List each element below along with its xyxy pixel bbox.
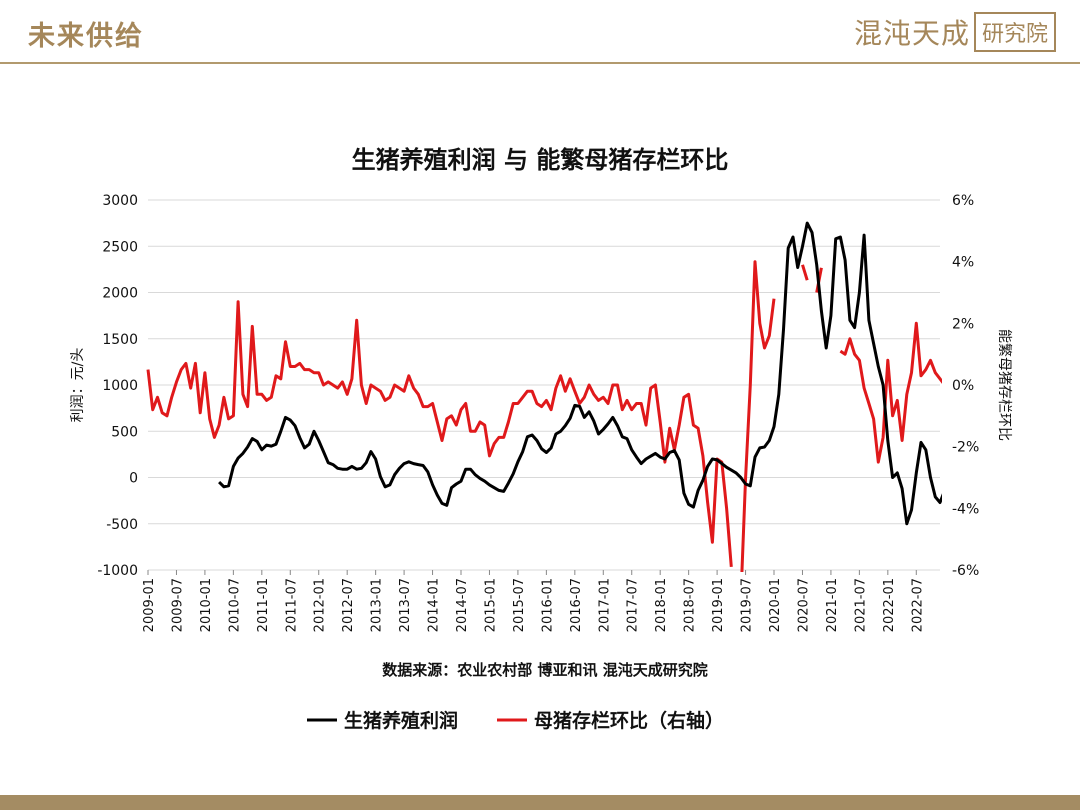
x-tick-label: 2021-07 bbox=[853, 578, 868, 632]
x-tick-label: 2022-07 bbox=[910, 578, 925, 632]
x-tick-label: 2015-07 bbox=[512, 578, 527, 632]
x-tick-label: 2019-07 bbox=[740, 578, 755, 632]
header: 未来供给 混沌天成 研究院 bbox=[0, 0, 1080, 64]
y-axis-right: 6% 4% 2% 0% -2% -4% -6% bbox=[952, 193, 979, 579]
x-tick-label: 2021-01 bbox=[825, 578, 840, 632]
x-tick-label: 2018-01 bbox=[654, 578, 669, 632]
y-left-tick-label: -1000 bbox=[97, 563, 138, 579]
y-left-tick-label: 2000 bbox=[102, 286, 138, 302]
y-left-tick-label: 1000 bbox=[102, 378, 138, 394]
y-right-tick-label: 4% bbox=[952, 255, 974, 271]
x-tick-label: 2019-01 bbox=[711, 578, 726, 632]
header-divider bbox=[0, 62, 1080, 64]
x-tick-label: 2010-07 bbox=[227, 578, 242, 632]
x-tick-label: 2009-07 bbox=[170, 578, 185, 632]
y-axis-right-label: 能繁母猪存栏环比 bbox=[996, 329, 1012, 441]
y-left-tick-label: 3000 bbox=[102, 193, 138, 209]
x-tick-label: 2018-07 bbox=[683, 578, 698, 632]
source-note: 数据来源：农业农村部 博亚和讯 混沌天成研究院 bbox=[382, 661, 707, 679]
x-tick-label: 2022-01 bbox=[882, 578, 897, 632]
x-tick-label: 2017-07 bbox=[626, 578, 641, 632]
y-right-tick-label: 6% bbox=[952, 193, 974, 209]
y-left-tick-label: 500 bbox=[111, 424, 138, 440]
gridlines bbox=[148, 199, 940, 571]
x-tick-label: 2013-01 bbox=[370, 578, 385, 632]
y-left-tick-label: 0 bbox=[129, 471, 138, 487]
brand-text: 混沌天成 bbox=[853, 17, 970, 50]
x-tick-label: 2013-07 bbox=[398, 578, 413, 632]
y-right-tick-label: -6% bbox=[952, 563, 979, 579]
series-line-profit bbox=[218, 221, 942, 526]
x-tick-label: 2012-01 bbox=[313, 578, 328, 632]
series-line-sow bbox=[146, 260, 942, 572]
chart-title: 生猪养殖利润 与 能繁母猪存栏环比 bbox=[352, 146, 729, 174]
x-axis: 2009-01 2009-07 2010-01 2010-07 2011-01 2011-… bbox=[142, 570, 925, 632]
x-tick-label: 2020-01 bbox=[768, 578, 783, 632]
x-tick-label: 2017-01 bbox=[597, 578, 612, 632]
brand-logo: 混沌天成 研究院 bbox=[854, 12, 1056, 52]
y-right-tick-label: -2% bbox=[952, 440, 979, 456]
x-tick-label: 2011-07 bbox=[284, 578, 299, 632]
x-tick-label: 2009-01 bbox=[142, 578, 157, 632]
legend: 生猪养殖利润 母猪存栏环比（右轴） bbox=[307, 709, 724, 732]
x-tick-label: 2020-07 bbox=[796, 578, 811, 632]
x-tick-label: 2014-07 bbox=[455, 578, 470, 632]
brand-box: 研究院 bbox=[973, 12, 1056, 52]
x-tick-label: 2014-01 bbox=[427, 578, 442, 632]
x-tick-label: 2016-01 bbox=[540, 578, 555, 632]
y-right-tick-label: -4% bbox=[952, 501, 979, 517]
legend-label-sow: 母猪存栏环比（右轴） bbox=[534, 709, 724, 732]
y-left-tick-label: 2500 bbox=[102, 239, 138, 255]
y-right-tick-label: 0% bbox=[952, 378, 974, 394]
y-axis-left: 3000 2500 2000 1500 1000 500 0 -500 -1000 bbox=[97, 193, 138, 579]
x-tick-label: 2015-01 bbox=[483, 578, 498, 632]
x-tick-label: 2011-01 bbox=[256, 578, 271, 632]
page-title: 未来供给 bbox=[28, 21, 144, 52]
y-axis-left-label: 利润：元/头 bbox=[70, 348, 86, 423]
x-tick-label: 2010-01 bbox=[199, 578, 214, 632]
y-right-tick-label: 2% bbox=[952, 316, 974, 332]
x-tick-label: 2012-07 bbox=[341, 578, 356, 632]
y-left-tick-label: -500 bbox=[106, 517, 138, 533]
footer-bar bbox=[0, 795, 1080, 810]
x-tick-label: 2016-07 bbox=[569, 578, 584, 632]
legend-label-profit: 生猪养殖利润 bbox=[344, 709, 458, 732]
y-left-tick-label: 1500 bbox=[102, 332, 138, 348]
chart-lines bbox=[146, 221, 942, 572]
